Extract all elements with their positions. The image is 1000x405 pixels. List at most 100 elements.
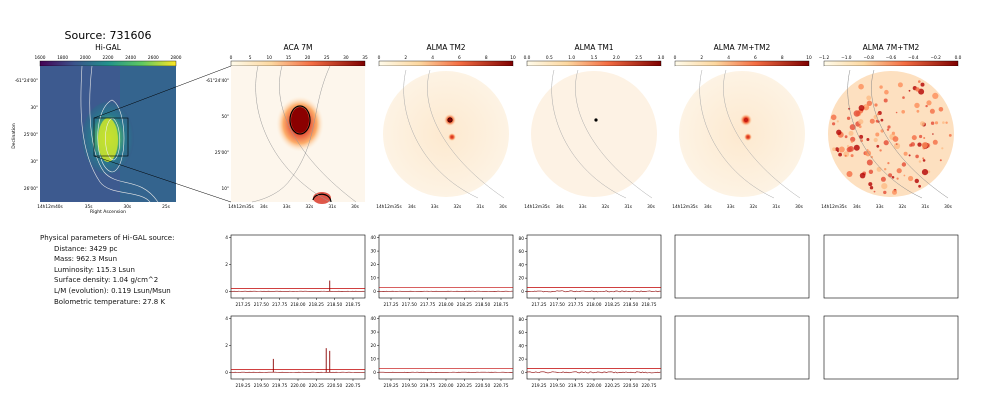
residual-speckle (859, 134, 864, 139)
x-tick-label: 220.25 (605, 383, 620, 389)
spectrum-trace (526, 371, 661, 374)
ra-tick-label: 30s (795, 204, 803, 210)
residual-speckle (853, 110, 860, 117)
y-tick-label: 20 (371, 343, 377, 349)
residual-speckle (846, 146, 852, 153)
x-tick-label: 217.25 (383, 302, 398, 308)
panel-title: ACA 7M (284, 43, 313, 52)
residual-speckle (830, 114, 837, 121)
residual-speckle (846, 145, 850, 148)
aca7m-panel: ACA 7M (230, 43, 366, 204)
ra-tick-label: 33s (283, 204, 291, 210)
7m-tm2-panel: ALMA 7M+TM2 (674, 43, 810, 202)
colorbar-tick-label: 6 (754, 55, 757, 61)
residual-speckle (903, 174, 906, 177)
residual-speckle (893, 142, 901, 150)
residual-speckle (875, 119, 879, 123)
x-tick-label: 217.25 (235, 302, 250, 308)
colorbar-tick-label: −0.4 (908, 55, 919, 61)
ra-tick-label: 30s (123, 204, 131, 210)
residual-speckle (948, 134, 952, 137)
colorbar-tick-label: −0.6 (886, 55, 897, 61)
x-tick-label: 220.75 (345, 383, 360, 389)
x-tick-label: 218.50 (623, 302, 638, 308)
colorbar-tick-label: 4 (431, 55, 434, 61)
dec-tick-label: 25'00" (24, 132, 38, 138)
colorbar-tick-label: 6 (458, 55, 461, 61)
x-tick-label: 219.75 (272, 383, 287, 389)
ra-tick-label: 33s (727, 204, 735, 210)
colorbar-tick-label: 8 (781, 55, 784, 61)
grey-contour (255, 65, 331, 203)
ra-tick-label: 34s (556, 204, 564, 210)
colorbar-tick-label: 1600 (35, 55, 46, 61)
colorbar-tick-label: 20 (305, 55, 311, 61)
residual-speckle (876, 166, 882, 172)
grey-contour (279, 65, 357, 203)
residual-speckle (853, 144, 860, 151)
ra-tick-label: 14h12m35s (376, 204, 402, 210)
residual-speckle (910, 142, 915, 147)
param-luminosity: Luminosity: 115.3 Lsun (54, 265, 135, 274)
residual-speckle (850, 154, 854, 158)
residual-speckle (908, 175, 914, 182)
colorbar-tick-label: 15 (286, 55, 292, 61)
y-tick-label: 40 (371, 235, 377, 241)
residual-speckle (941, 147, 944, 150)
residual-speckle (917, 142, 922, 147)
residual-speckle (868, 182, 873, 187)
y-tick-label: 60 (519, 330, 525, 336)
x-tick-label: 217.50 (254, 302, 269, 308)
aca-contour (289, 105, 311, 135)
residual-speckle (921, 169, 929, 176)
ra-tick-label: 34s (408, 204, 416, 210)
x-tick-label: 217.75 (568, 302, 583, 308)
y-tick-label: 10 (371, 356, 377, 362)
ra-tick-label: 30s (499, 204, 507, 210)
residual-speckle (873, 190, 876, 193)
x-tick-label: 219.75 (420, 383, 435, 389)
spectrum-axes (378, 234, 514, 299)
x-tick-label: 218.25 (309, 302, 324, 308)
grey-contour (251, 65, 331, 203)
colorbar-tick-label: −1.0 (841, 55, 852, 61)
x-tick-label: 220.25 (309, 383, 324, 389)
spectrum-axes (823, 315, 959, 380)
ra-tick-label: 34s (704, 204, 712, 210)
parameters-block: Physical parameters of Hi-GAL source: Di… (40, 233, 174, 307)
colorbar-tick-label: 0 (230, 55, 233, 61)
colorbar-tick-label: 5 (249, 55, 252, 61)
higal-contour (105, 117, 121, 161)
x-tick-label: 220.25 (457, 383, 472, 389)
colorbar (230, 60, 366, 67)
ra-tick-label: 14h12m35s (228, 204, 254, 210)
panel-title: ALMA TM1 (574, 43, 613, 52)
x-tick-label: 217.75 (420, 302, 435, 308)
y-tick-label: 2 (225, 262, 228, 268)
residual-speckle (945, 121, 948, 124)
residual-speckle (895, 111, 898, 114)
colorbar-tick-label: 1800 (57, 55, 68, 61)
x-tick-label: 220.75 (493, 383, 508, 389)
residual-speckle (832, 122, 836, 126)
residual-speckles (830, 80, 952, 195)
y-tick-label: 60 (519, 249, 525, 255)
residual-speckle (858, 83, 864, 90)
residual-speckle (883, 140, 889, 146)
figure-title: Source: 731606 (65, 29, 152, 42)
residual-speckle (892, 136, 899, 142)
x-tick-label: 217.75 (272, 302, 287, 308)
ra-tick-label: 32s (899, 204, 907, 210)
ra-tick-label: 32s (750, 204, 758, 210)
parameters-header: Physical parameters of Hi-GAL source: (40, 234, 175, 242)
ra-tick-label: 30s (351, 204, 359, 210)
spectrum-axes (378, 315, 514, 380)
spectrum-axes (823, 234, 959, 299)
residual-speckle (880, 118, 884, 122)
grey-contour (551, 69, 627, 199)
x-tick-label: 218.00 (438, 302, 453, 308)
residual-speckle (877, 113, 880, 116)
tm1-primary-beam (531, 71, 657, 197)
higal-contour (89, 65, 159, 203)
dec-tick-label: 25'00" (215, 150, 229, 156)
